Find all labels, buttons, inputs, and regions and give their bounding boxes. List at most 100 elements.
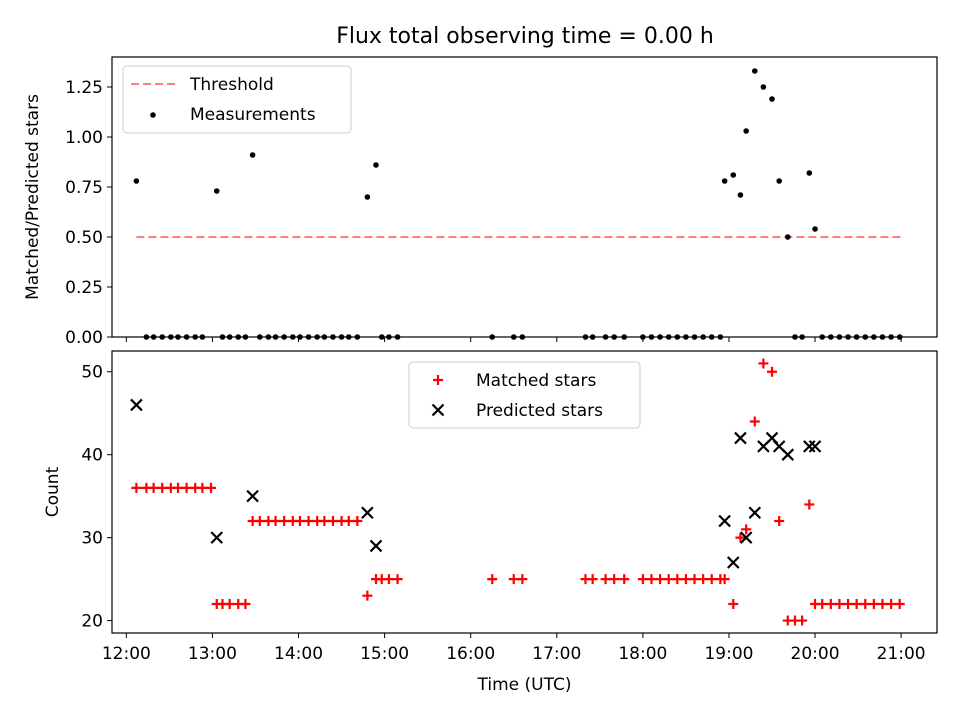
y-tick-label: 1.00 [65, 128, 103, 148]
x-tick-label: 12:00 [102, 644, 151, 664]
matched-star-point [804, 499, 815, 510]
legend-predicted-label: Predicted stars [476, 401, 603, 421]
matched-star-point [206, 482, 216, 493]
matched-star-point [646, 574, 657, 585]
matched-star-point [767, 366, 777, 377]
x-tick-label: 15:00 [360, 644, 409, 664]
measurement-point [730, 172, 737, 178]
plot-area [130, 358, 905, 626]
legend: Threshold Measurements [122, 65, 352, 134]
predicted-star-point [803, 440, 816, 453]
y-axis-label: Count [43, 466, 63, 517]
legend-measurements-swatch [150, 112, 156, 118]
predicted-star-point [739, 531, 753, 544]
matched-star-point [758, 358, 769, 369]
matched-star-point [294, 516, 305, 527]
matched-star-point [148, 482, 159, 493]
measurement-point [784, 234, 791, 240]
matched-star-point [735, 532, 746, 543]
measurement-point [249, 152, 256, 158]
legend-threshold-label: Threshold [189, 75, 274, 95]
matched-star-point [797, 615, 808, 626]
predicted-star-point [808, 440, 822, 453]
y-tick-label: 50 [81, 363, 103, 383]
y-tick-label: 1.25 [65, 78, 103, 98]
matched-star-point [868, 598, 879, 609]
matched-star-point [224, 598, 235, 609]
measurement-point [737, 192, 744, 198]
x-tick-label: 17:00 [532, 644, 581, 664]
y-tick-label: 0.50 [65, 228, 103, 248]
legend: Matched stars Predicted stars [408, 361, 641, 429]
matched-star-point [279, 516, 290, 527]
matched-star-point [362, 590, 373, 601]
x-tick-label: 13:00 [188, 644, 237, 664]
matched-star-point [254, 516, 265, 527]
y-tick-label: 0.75 [65, 178, 103, 198]
predicted-star-point [718, 514, 731, 528]
matched-star-point [894, 598, 905, 609]
axes-frame [111, 56, 938, 338]
matched-star-point [327, 516, 338, 527]
matched-star-point [508, 574, 519, 585]
measurement-point [721, 178, 728, 184]
matched-star-point [655, 574, 666, 585]
x-tick-label: 14:00 [274, 644, 323, 664]
matched-star-point [851, 598, 862, 609]
bottom-panel: 12:00 13:00 14:00 15:00 16:00 17:00 18:00 19:00… [43, 350, 938, 695]
matched-star-point [774, 516, 785, 527]
matched-star-point [392, 574, 403, 585]
predicted-star-point [130, 398, 143, 412]
measurement-point [213, 188, 220, 194]
matched-star-point [240, 598, 251, 609]
predicted-star-point [726, 556, 740, 569]
y-tick-label: 30 [81, 529, 103, 549]
legend-predicted-swatch [431, 403, 445, 417]
chart-title: Flux total observing time = 0.00 h [336, 24, 714, 49]
matched-star-point [817, 598, 828, 609]
matched-star-point [173, 482, 183, 493]
x-tick-label: 19:00 [704, 644, 753, 664]
matched-star-point [741, 524, 752, 535]
matched-star-point [487, 574, 498, 585]
matched-star-point [860, 598, 871, 609]
y-tick-label: 20 [81, 612, 103, 632]
measurement-point [364, 194, 371, 200]
matched-star-point [663, 574, 674, 585]
matched-star-point [343, 516, 354, 527]
predicted-star-point [210, 531, 224, 544]
top-panel: 0.00 0.25 0.50 0.75 1.00 1.25 Matched/Predicte… [23, 56, 938, 348]
matched-star-point [609, 574, 620, 585]
x-tick-label: 16:00 [446, 644, 495, 664]
predicted-star-point [369, 539, 383, 553]
matched-star-point [637, 574, 648, 585]
predicted-star-point [246, 489, 259, 503]
matched-star-point [181, 482, 192, 493]
matched-star-point [719, 574, 730, 585]
measurement-point [776, 178, 782, 184]
matched-star-point [131, 482, 142, 493]
predicted-star-point [781, 448, 795, 461]
matched-star-point [383, 574, 394, 585]
legend-box [122, 65, 352, 134]
matched-star-point [672, 574, 683, 585]
y-axis-label: Matched/Predicted stars [23, 94, 43, 300]
matched-star-point [157, 482, 168, 493]
predicted-star-point [748, 506, 762, 520]
matched-star-point [877, 598, 888, 609]
axes-frame [111, 350, 938, 634]
matched-star-point [619, 574, 630, 585]
x-axis-label: Time (UTC) [477, 675, 572, 695]
x-tick-label: 21:00 [877, 644, 926, 664]
matched-star-point [197, 482, 208, 493]
matched-star-point [698, 574, 709, 585]
legend-box [408, 361, 641, 429]
x-tick-label: 20:00 [791, 644, 840, 664]
measurement-point [751, 68, 758, 74]
predicted-star-point [361, 506, 374, 520]
matched-star-point [749, 416, 760, 427]
matched-star-point [270, 516, 281, 527]
predicted-star-point [734, 431, 747, 445]
matched-star-point [303, 516, 314, 527]
